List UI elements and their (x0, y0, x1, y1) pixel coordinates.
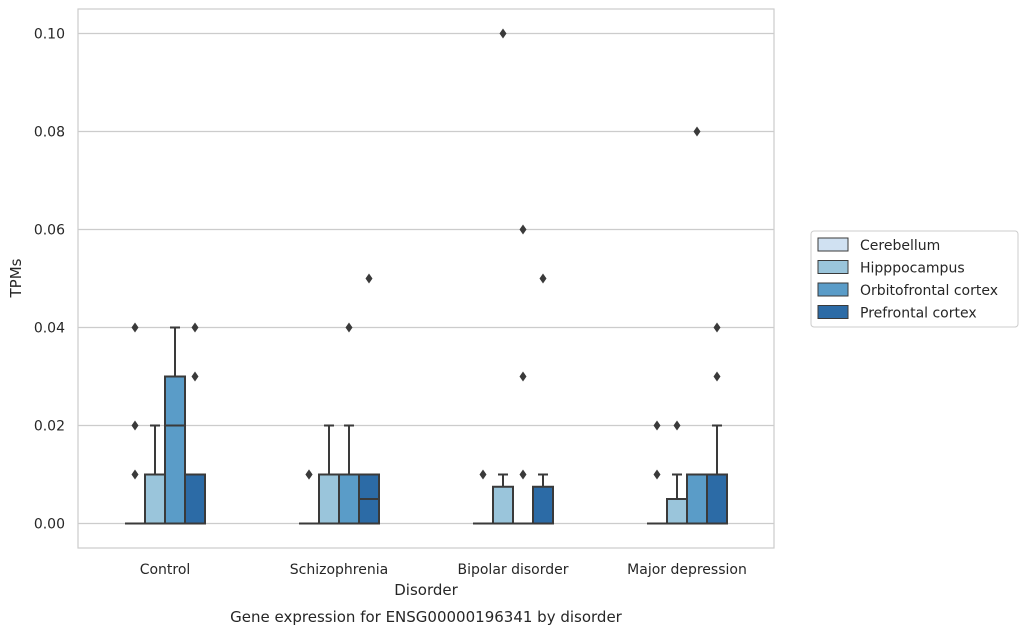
outlier-point (653, 420, 661, 431)
outlier-point (519, 371, 527, 382)
outlier-point (519, 469, 527, 480)
x-tick-label: Major depression (627, 562, 747, 578)
box-group (358, 273, 380, 525)
outlier-point (713, 371, 721, 382)
legend-label: Prefrontal cortex (860, 306, 977, 322)
box-group (666, 420, 688, 525)
outlier-point (305, 469, 313, 480)
box-group (299, 469, 319, 525)
x-tick-label: Control (140, 562, 191, 578)
outlier-point (131, 469, 139, 480)
outlier-point (191, 322, 199, 333)
box (144, 473, 166, 525)
outlier-point (713, 322, 721, 333)
y-tick-label: 0.10 (34, 27, 65, 43)
plot-area-frame (77, 8, 775, 549)
legend-swatch (817, 305, 849, 319)
box-group (532, 273, 554, 525)
box-group (144, 424, 166, 525)
box-group (338, 322, 360, 525)
legend-frame (810, 230, 1019, 328)
y-tick-label: 0.00 (34, 517, 65, 533)
box-group (686, 126, 708, 525)
box-group (125, 322, 145, 525)
box (686, 473, 708, 525)
outlier-point (693, 126, 701, 137)
box-group (473, 469, 493, 525)
y-axis-ticks: 0.00 0.02 0.04 0.06 0.08 0.10 (34, 27, 65, 533)
box (338, 473, 360, 525)
outlier-point (191, 371, 199, 382)
outlier-point (131, 322, 139, 333)
outlier-point (131, 420, 139, 431)
legend-label: Hipppocampus (860, 261, 965, 277)
legend-label: Orbitofrontal cortex (860, 283, 998, 299)
box (666, 498, 688, 525)
box-group (164, 326, 186, 525)
legend: Cerebellum Hipppocampus Orbitofrontal cort… (810, 230, 1019, 328)
y-tick-label: 0.08 (34, 125, 65, 141)
box-group (647, 420, 667, 525)
outlier-point (673, 420, 681, 431)
legend-swatch (817, 237, 849, 252)
x-tick-label: Schizophrenia (290, 562, 388, 578)
outlier-point (539, 273, 547, 284)
box (532, 485, 554, 525)
x-tick-label: Bipolar disorder (457, 562, 568, 578)
box (184, 473, 206, 525)
legend-label: Cerebellum (860, 238, 940, 254)
box (492, 485, 514, 525)
boxes (125, 28, 728, 525)
y-tick-label: 0.02 (34, 419, 65, 435)
y-axis-label: TPMs (7, 258, 25, 298)
y-tick-label: 0.04 (34, 321, 65, 337)
box-group (492, 28, 514, 525)
legend-swatch (817, 282, 849, 297)
outlier-point (479, 469, 487, 480)
box-group (184, 322, 206, 525)
box-group (318, 424, 340, 525)
box-group (513, 224, 533, 525)
box (706, 473, 728, 525)
outlier-point (499, 28, 507, 39)
x-axis-label: Disorder (394, 581, 458, 599)
chart-caption: Gene expression for ENSG00000196341 by d… (230, 608, 623, 626)
box (318, 473, 340, 525)
outlier-point (345, 322, 353, 333)
y-tick-label: 0.06 (34, 223, 65, 239)
outlier-point (653, 469, 661, 480)
box (164, 375, 186, 525)
legend-swatch (817, 260, 849, 274)
x-axis-ticks: Control Schizophrenia Bipolar disorder Majo… (140, 562, 747, 578)
outlier-point (365, 273, 373, 284)
box-group (706, 322, 728, 525)
outlier-point (519, 224, 527, 235)
